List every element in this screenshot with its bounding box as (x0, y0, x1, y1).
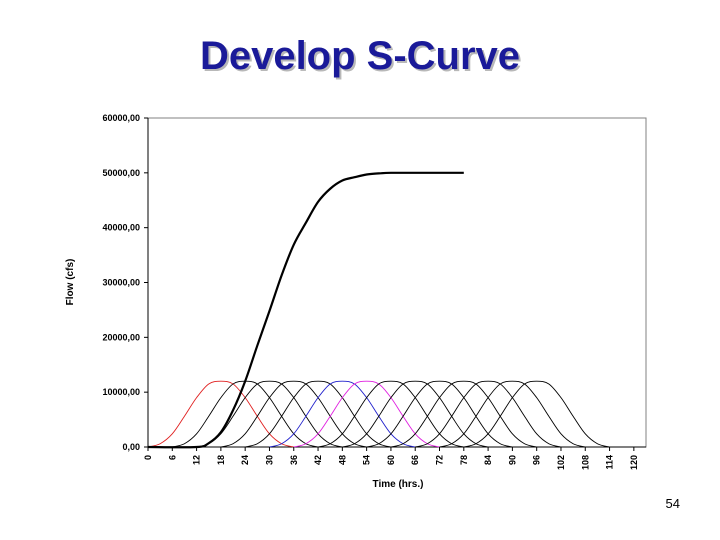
x-tick-label: 120 (629, 455, 639, 470)
hydrograph-series-group (147, 380, 610, 448)
y-tick-label: 60000,00 (102, 113, 140, 123)
y-tick-label: 50000,00 (102, 168, 140, 178)
y-axis-ticks: 0,00 10000,00 20000,00 30000,00 40000,00 5000… (102, 113, 148, 452)
y-tick-label: 10000,00 (102, 387, 140, 397)
x-tick-label: 54 (362, 455, 372, 465)
x-tick-label: 72 (435, 455, 445, 465)
x-tick-label: 48 (337, 455, 347, 465)
x-tick-label: 84 (483, 455, 493, 465)
x-tick-label: 0 (143, 455, 153, 460)
x-tick-label: 42 (313, 455, 323, 465)
x-tick-label: 36 (289, 455, 299, 465)
y-tick-label: 0,00 (122, 442, 140, 452)
slide-title: Develop S-Curve (199, 34, 521, 78)
unit-hydrograph-line (415, 380, 562, 448)
x-axis-title: Time (hrs.) (373, 479, 424, 490)
y-axis-title: Flow (cfs) (65, 259, 76, 306)
x-tick-label: 18 (216, 455, 226, 465)
x-tick-label: 24 (240, 455, 250, 465)
x-tick-label: 12 (192, 455, 202, 465)
y-tick-label: 30000,00 (102, 278, 140, 288)
page-number: 54 (665, 496, 680, 511)
x-axis-ticks: 0 6 12 18 24 30 36 42 48 54 60 66 72 78 84 90 96 102 108 11… (143, 447, 639, 470)
x-tick-label: 96 (532, 455, 542, 465)
x-tick-label: 60 (386, 455, 396, 465)
x-tick-label: 66 (410, 455, 420, 465)
s-curve-line (147, 171, 464, 449)
plot-area (147, 117, 647, 448)
unit-hydrograph-line (439, 380, 586, 448)
x-tick-label: 108 (580, 455, 590, 470)
unit-hydrograph-line (390, 380, 537, 448)
x-tick-label: 6 (167, 455, 177, 460)
x-tick-label: 114 (605, 455, 615, 470)
unit-hydrograph-line (463, 380, 610, 448)
x-tick-label: 30 (264, 455, 274, 465)
x-tick-label: 78 (459, 455, 469, 465)
y-tick-label: 20000,00 (102, 332, 140, 342)
x-tick-label: 90 (507, 455, 517, 465)
y-tick-label: 40000,00 (102, 223, 140, 233)
x-tick-label: 102 (556, 455, 566, 470)
